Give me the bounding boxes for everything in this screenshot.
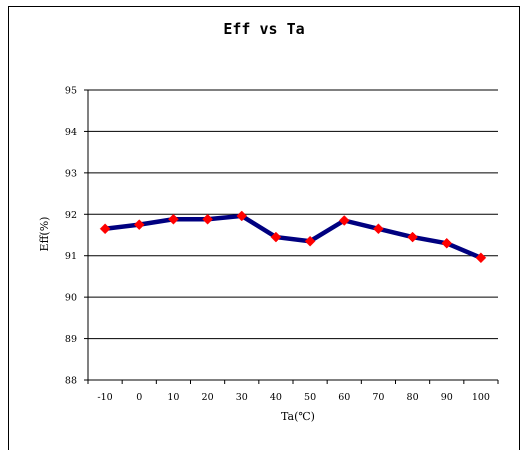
x-tick-label-40: 40	[270, 392, 282, 403]
x-axis-label: Ta(℃)	[281, 410, 315, 423]
data-point-90	[441, 237, 453, 249]
y-tick-label-94: 94	[65, 127, 77, 138]
data-point-70	[373, 223, 384, 235]
frame-border-right	[519, 6, 520, 450]
data-point-60	[338, 215, 350, 226]
x-tick-label-100: 100	[472, 392, 490, 403]
y-tick-label-92: 92	[65, 210, 77, 221]
x-tick-label-60: 60	[338, 392, 350, 403]
x-tick-label-70: 70	[372, 392, 384, 403]
gridlines	[88, 89, 498, 340]
frame-border-left	[8, 6, 9, 450]
y-tick-label-95: 95	[65, 86, 77, 97]
data-point-80	[407, 231, 418, 243]
data-point-0	[133, 219, 145, 230]
data-point-10	[168, 213, 179, 225]
series-layer	[99, 210, 487, 264]
y-tick-label-90: 90	[65, 293, 77, 304]
axes	[84, 89, 499, 384]
data-point-40	[270, 231, 282, 243]
y-axis-label: Eff(%)	[38, 217, 51, 252]
x-tick-label-80: 80	[407, 392, 419, 403]
series-line-0	[102, 213, 484, 261]
x-tick-label-20: 20	[202, 392, 214, 403]
x-tick-label-90: 90	[441, 392, 453, 403]
x-tick-labels: -10 0 10 20 30 40 50 60 70 80 90 100	[97, 392, 490, 403]
frame-border-top	[8, 6, 520, 7]
y-tick-label-88: 88	[65, 376, 77, 387]
y-tick-label-91: 91	[65, 251, 77, 262]
y-tick-labels: 88 89 90 91 92 93 94 95	[65, 86, 77, 387]
chart-title: Eff vs Ta	[223, 20, 305, 38]
data-point-100	[475, 252, 487, 264]
x-tick-label-30: 30	[236, 392, 248, 403]
data-point--10	[99, 223, 111, 235]
x-tick-label--10: -10	[97, 392, 112, 403]
x-tick-label-50: 50	[304, 392, 316, 403]
y-tick-label-93: 93	[65, 168, 77, 179]
x-tick-label-0: 0	[136, 392, 142, 403]
data-point-20	[202, 213, 213, 225]
data-point-30	[236, 210, 248, 222]
x-tick-label-10: 10	[167, 392, 179, 403]
y-tick-label-89: 89	[65, 334, 77, 345]
data-point-50	[304, 235, 316, 247]
